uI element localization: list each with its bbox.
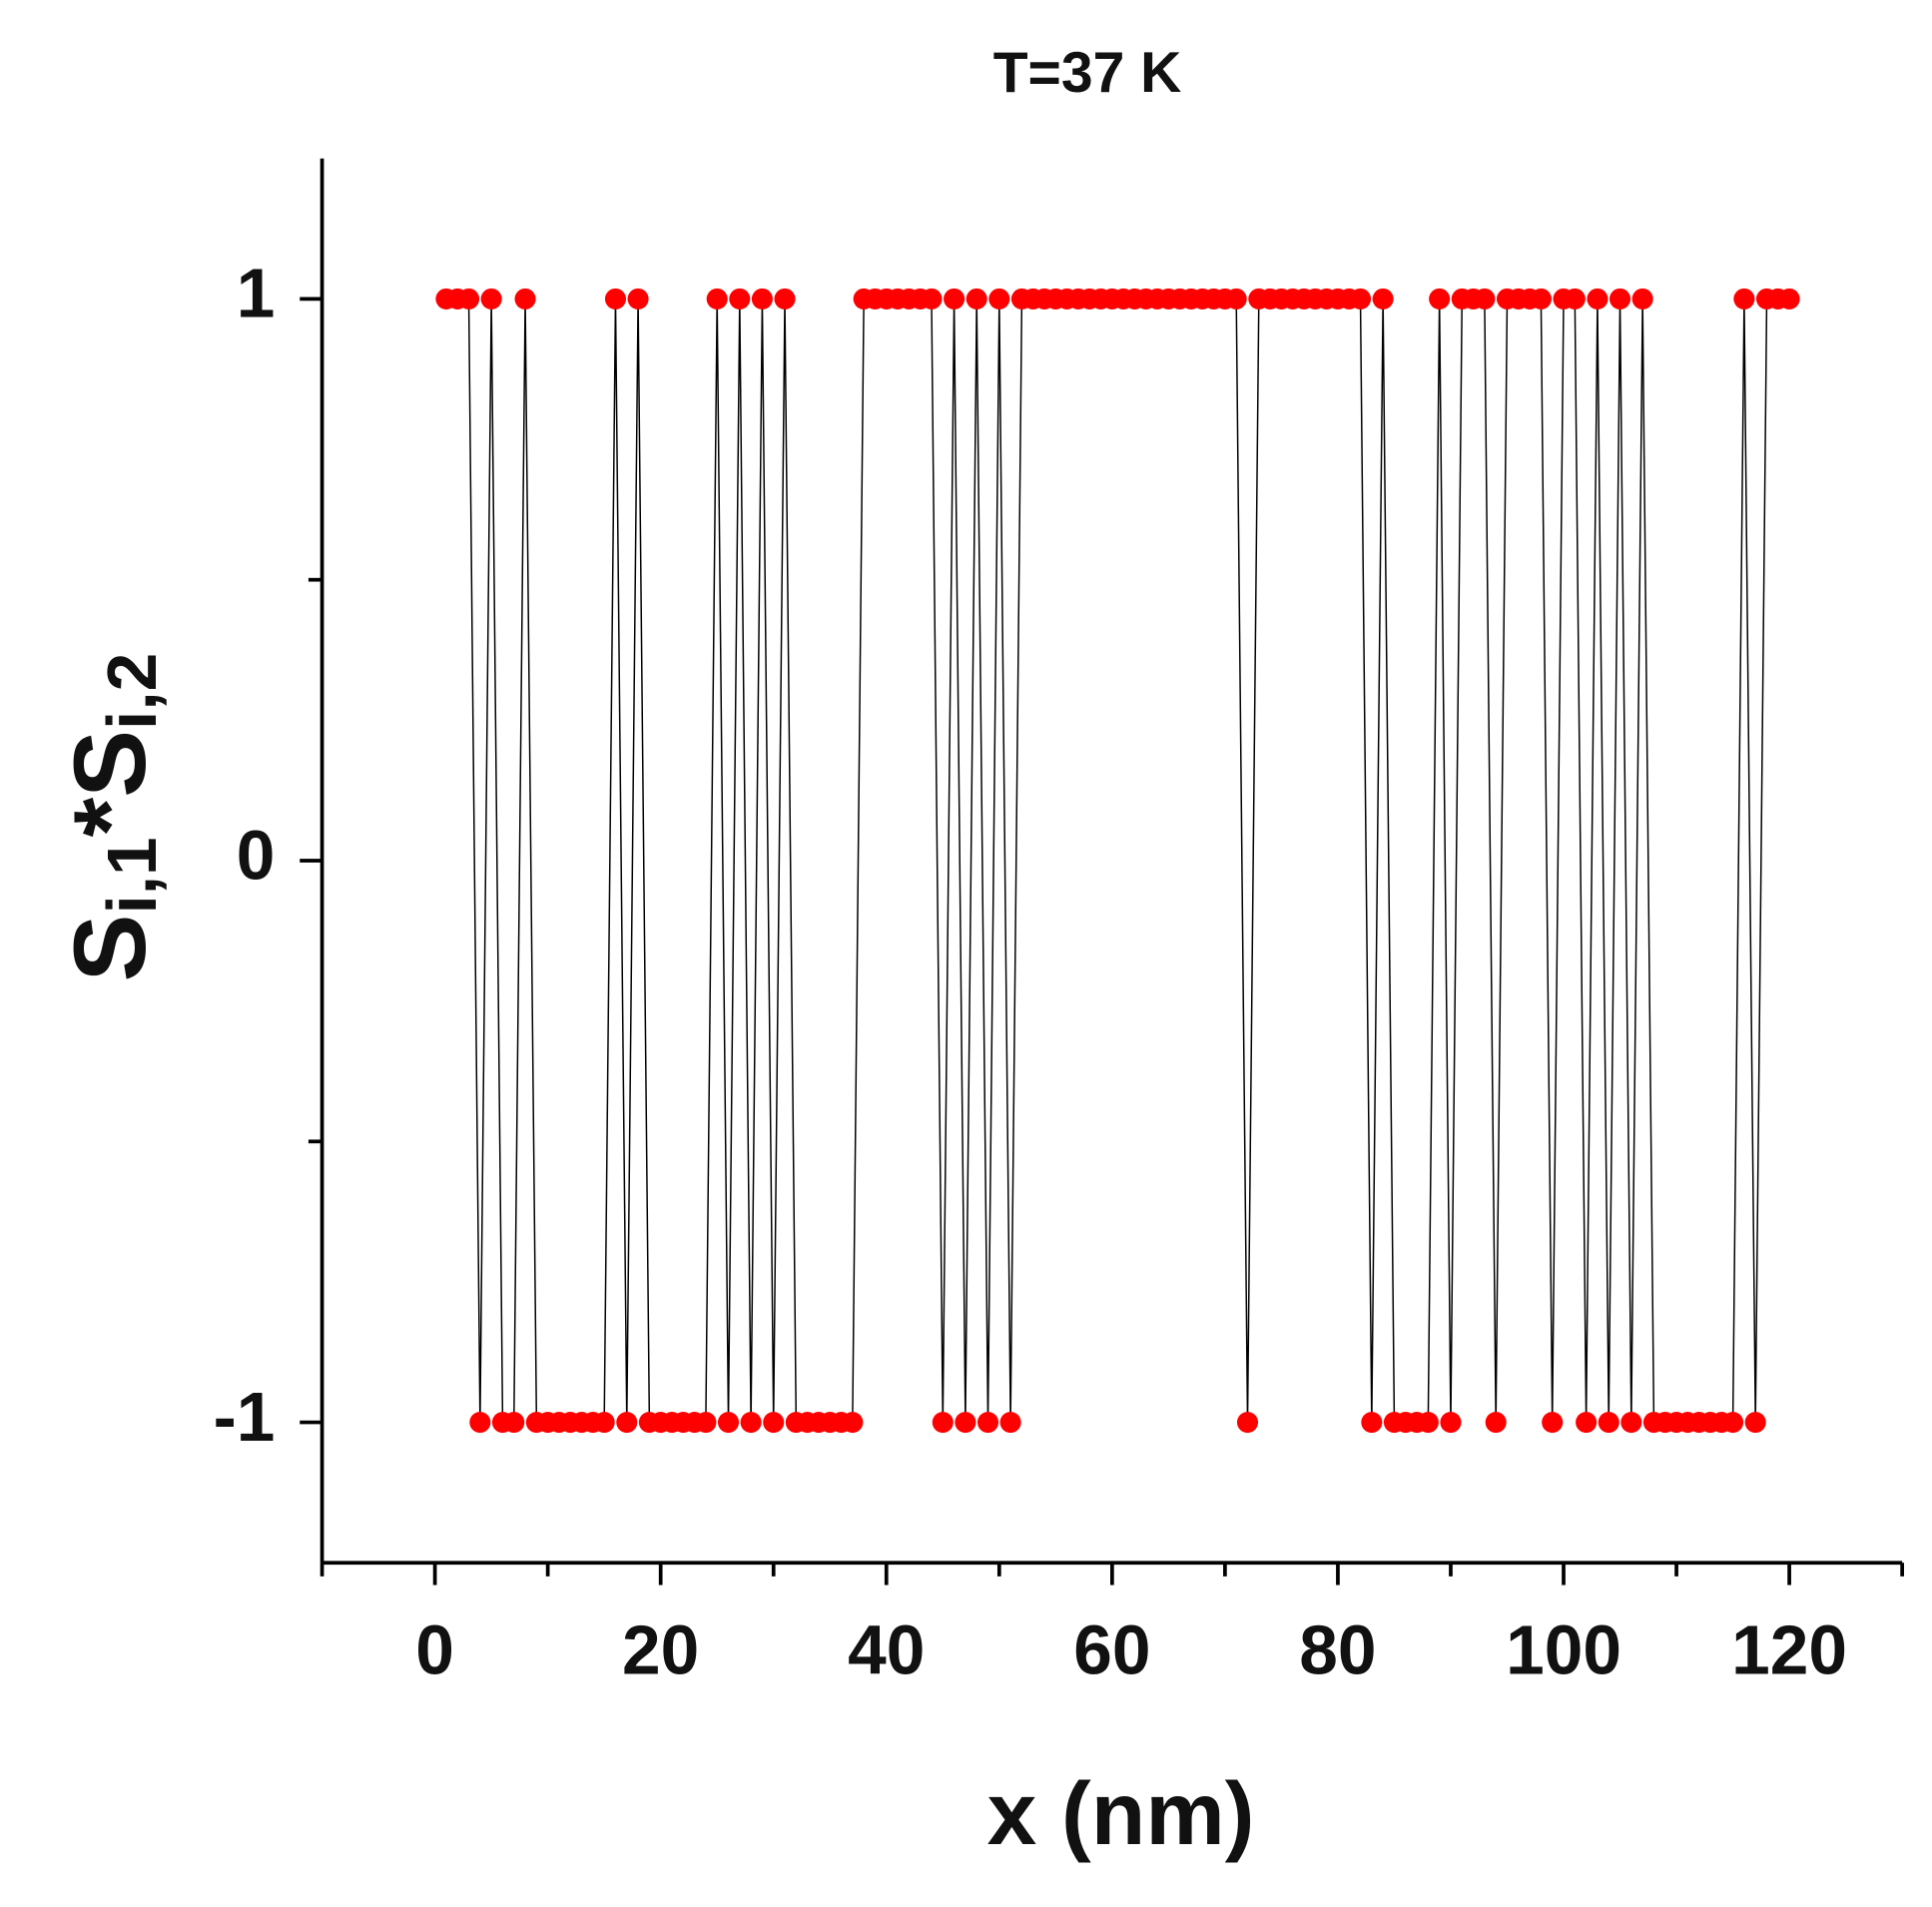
y-axis-label-part: i,1 — [93, 837, 171, 914]
data-point — [480, 288, 502, 310]
y-axis-label: Si,1*Si,2 — [53, 653, 171, 982]
data-point — [774, 288, 796, 310]
data-point — [514, 288, 536, 310]
y-axis-label-part: S — [53, 915, 167, 982]
data-point — [1722, 1412, 1744, 1434]
data-point — [966, 288, 987, 310]
data-point — [616, 1412, 638, 1434]
x-axis-label: x (nm) — [987, 1763, 1255, 1863]
data-point — [1620, 1412, 1642, 1434]
y-axis-label-part: *S — [53, 730, 167, 837]
data-point — [1349, 288, 1372, 310]
data-point — [751, 288, 773, 310]
data-point — [729, 288, 751, 310]
data-point — [1778, 288, 1800, 310]
data-point — [1733, 288, 1755, 310]
data-point — [1440, 1412, 1462, 1434]
chart-title: T=37 K — [993, 41, 1182, 105]
data-point — [706, 288, 728, 310]
data-point — [1474, 288, 1496, 310]
data-point — [627, 288, 649, 310]
y-axis-label-part: i,2 — [93, 653, 171, 730]
data-point — [1576, 1412, 1598, 1434]
x-tick-label: 80 — [1299, 1611, 1376, 1689]
data-point — [999, 1412, 1021, 1434]
data-point — [944, 288, 966, 310]
data-point — [717, 1412, 740, 1434]
data-point — [1587, 288, 1609, 310]
data-point — [1361, 1412, 1383, 1434]
data-point — [976, 1412, 999, 1434]
data-point — [1236, 1412, 1259, 1434]
x-tick-label: 120 — [1731, 1611, 1847, 1689]
data-point — [1609, 288, 1631, 310]
data-point — [503, 1412, 525, 1434]
y-tick-label: 0 — [237, 816, 276, 894]
x-tick-label: 0 — [415, 1611, 454, 1689]
data-point — [921, 288, 943, 310]
data-point — [1598, 1412, 1619, 1434]
data-point — [1530, 288, 1552, 310]
data-point — [1744, 1412, 1766, 1434]
data-point — [593, 1412, 615, 1434]
data-point — [932, 1412, 954, 1434]
data-point — [1429, 288, 1451, 310]
y-tick-label: -1 — [214, 1378, 276, 1456]
data-point — [457, 288, 480, 310]
x-tick-label: 60 — [1073, 1611, 1150, 1689]
data-point — [1542, 1412, 1564, 1434]
data-point — [988, 288, 1010, 310]
data-point — [842, 1412, 864, 1434]
data-point — [955, 1412, 976, 1434]
y-tick-label: 1 — [237, 255, 276, 332]
data-line — [445, 298, 1790, 1424]
data-point — [469, 1412, 491, 1434]
data-point — [604, 288, 627, 310]
x-tick-label: 40 — [848, 1611, 925, 1689]
data-point — [740, 1412, 762, 1434]
x-tick-label: 100 — [1506, 1611, 1621, 1689]
data-point — [1372, 288, 1394, 310]
data-point — [1631, 288, 1653, 310]
data-point — [695, 1412, 717, 1434]
data-point — [1485, 1412, 1507, 1434]
x-tick-label: 20 — [622, 1611, 699, 1689]
data-point — [1417, 1412, 1439, 1434]
data-point — [1225, 288, 1247, 310]
data-point — [1564, 288, 1586, 310]
data-point — [763, 1412, 785, 1434]
